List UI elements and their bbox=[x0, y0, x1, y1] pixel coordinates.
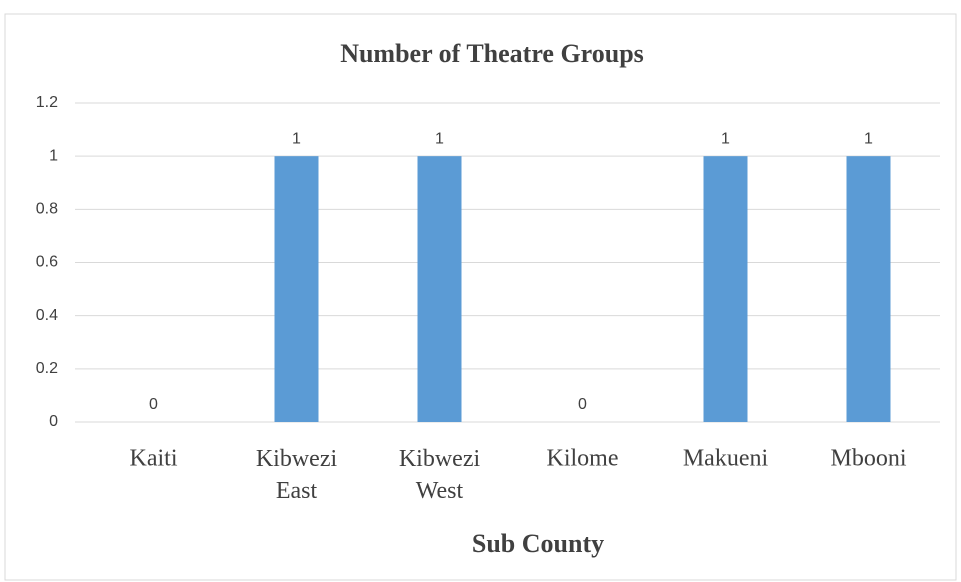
bar bbox=[703, 156, 748, 422]
data-label: 1 bbox=[435, 130, 444, 147]
y-tick-label: 0 bbox=[49, 413, 58, 430]
data-label: 1 bbox=[292, 130, 301, 147]
x-tick-label: Kilome bbox=[547, 446, 619, 472]
data-label: 1 bbox=[864, 130, 873, 147]
data-label: 0 bbox=[149, 396, 158, 413]
chart-frame bbox=[4, 13, 957, 581]
chart-title: Number of Theatre Groups bbox=[340, 39, 644, 68]
y-tick-label: 1 bbox=[49, 147, 58, 164]
x-tick-label: Mbooni bbox=[830, 446, 906, 472]
bar bbox=[846, 156, 891, 422]
y-tick-label: 0.8 bbox=[36, 201, 58, 218]
data-label: 1 bbox=[721, 130, 730, 147]
y-tick-label: 0.4 bbox=[36, 307, 58, 324]
y-tick-label: 1.2 bbox=[36, 94, 58, 111]
data-label: 0 bbox=[578, 396, 587, 413]
x-axis-title: Sub County bbox=[472, 529, 604, 558]
x-tick-label: Kibwezi East bbox=[256, 446, 338, 504]
x-tick-label: Kibwezi West bbox=[399, 446, 481, 504]
y-tick-label: 0.6 bbox=[36, 254, 58, 271]
y-tick-label: 0.2 bbox=[36, 360, 58, 377]
x-tick-label: Kaiti bbox=[130, 446, 178, 472]
bar bbox=[274, 156, 319, 422]
bar bbox=[417, 156, 462, 422]
x-tick-label: Makueni bbox=[683, 446, 769, 472]
